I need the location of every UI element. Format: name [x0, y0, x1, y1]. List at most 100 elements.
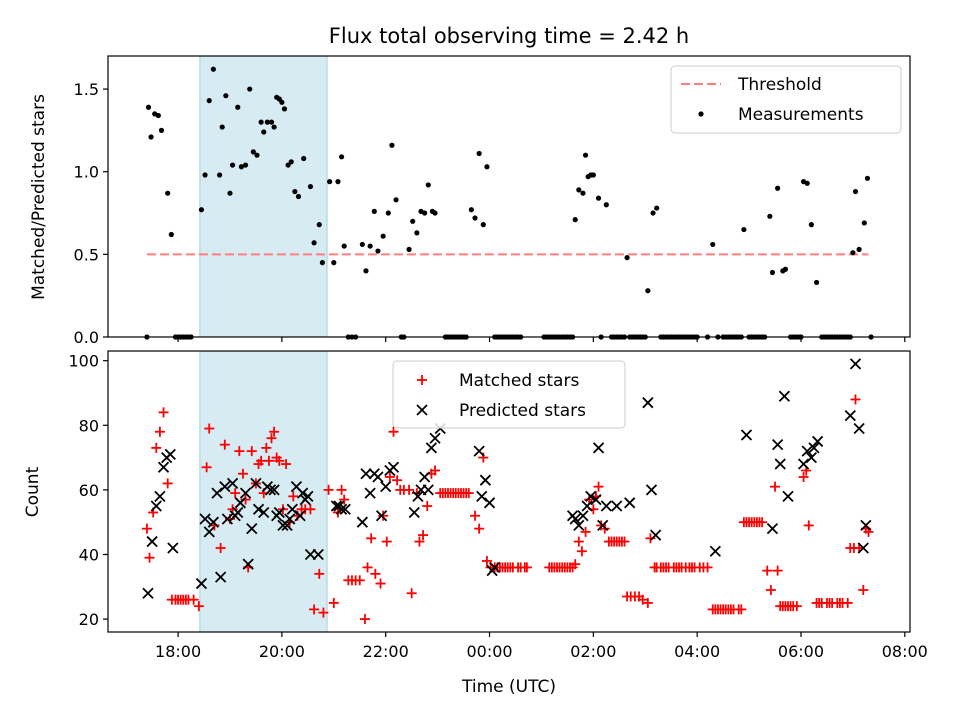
x-stroke-b: [645, 484, 658, 496]
predicted-star-point: [339, 503, 351, 515]
x-stroke-b: [195, 577, 208, 590]
x-stroke-b: [335, 503, 348, 515]
matched-star-point: [141, 523, 152, 534]
predicted-star-point: [258, 506, 270, 519]
x-stroke-b: [364, 487, 376, 499]
bottom-y-tick-label: 20: [79, 610, 99, 629]
measurement-point: [385, 210, 391, 216]
legend-box: [670, 65, 902, 134]
measurement-point: [235, 104, 241, 110]
x-stroke-b: [857, 542, 869, 554]
matched-star-point: [481, 555, 492, 566]
x-stroke-b: [199, 513, 211, 525]
measurement-point: [367, 243, 373, 249]
predicted-star-point: [246, 523, 258, 535]
x-tick-label: 02:00: [570, 642, 616, 661]
measurement-point: [210, 66, 216, 72]
x-stroke-b: [215, 571, 227, 583]
measurement-point: [741, 226, 747, 233]
matched-star-point: [418, 530, 429, 541]
matched-star-point: [305, 504, 316, 515]
matched-star-point: [803, 520, 814, 531]
x-stroke-b: [811, 435, 824, 448]
bottom-y-tick-label: 40: [79, 545, 99, 564]
measurement-point: [227, 190, 233, 196]
matched-star-point: [858, 585, 869, 596]
matched-star-point: [573, 536, 584, 547]
predicted-star-point: [239, 487, 252, 499]
measurement-point: [223, 93, 229, 99]
x-stroke-b: [416, 404, 428, 416]
matched-star-point: [570, 559, 581, 570]
matched-star-point: [158, 407, 169, 418]
top-y-tick-label: 0.5: [74, 245, 99, 264]
x-stroke-b: [600, 500, 612, 512]
measurement-point: [219, 124, 225, 130]
predicted-star-point: [252, 503, 265, 515]
predicted-star-point: [375, 510, 388, 522]
predicted-star-point: [805, 451, 818, 464]
x-stroke-b: [489, 561, 501, 574]
x-stroke-b: [709, 545, 721, 557]
predicted-star-point: [766, 523, 779, 535]
matched-star-point: [765, 585, 776, 596]
measurement-point: [389, 142, 395, 148]
matched-star-point: [336, 484, 347, 495]
measurement-point: [281, 106, 288, 112]
matched-star-point: [274, 455, 285, 466]
predicted-star-point: [232, 506, 244, 519]
x-stroke-b: [234, 497, 247, 509]
predicted-star-point: [489, 561, 501, 574]
bottom-axes-frame: [107, 350, 911, 633]
x-stroke-b: [297, 487, 309, 499]
predicted-star-point: [215, 571, 227, 583]
measurement-point: [155, 112, 161, 119]
x-stroke-b: [782, 490, 794, 502]
x-stroke-b: [219, 481, 231, 493]
legend-predicted-label: Predicted stars: [459, 401, 586, 421]
chart-title: Flux total observing time = 2.42 h: [329, 24, 689, 48]
matched-star-point: [593, 481, 604, 492]
top-observing-span: [199, 56, 328, 337]
measurement-point: [375, 248, 381, 254]
x-stroke-b: [281, 519, 293, 532]
matched-star-point: [370, 568, 381, 579]
predicted-star-point: [207, 516, 220, 528]
x-tick-label: 04:00: [674, 642, 720, 661]
matched-star-point: [151, 442, 162, 453]
predicted-star-point: [164, 448, 176, 460]
matched-star-point: [263, 455, 274, 466]
predicted-star-point: [302, 490, 314, 502]
measurement-point: [769, 269, 776, 276]
matched-star-point: [240, 494, 251, 505]
measurement-point: [371, 208, 377, 214]
predicted-star-point: [150, 500, 162, 512]
predicted-star-point: [412, 490, 424, 502]
matched-star-point: [576, 546, 587, 557]
predicted-star-point: [853, 422, 865, 435]
predicted-star-point: [419, 471, 431, 483]
measurement-point: [288, 159, 294, 165]
x-stroke-b: [387, 461, 400, 473]
matched-star-point: [261, 442, 272, 453]
x-stroke-b: [650, 529, 662, 541]
top-y-tick-label: 0.0: [74, 328, 99, 347]
matched-star-point: [366, 533, 377, 544]
predicted-star-point: [650, 529, 662, 541]
matched-star-point: [384, 471, 395, 482]
x-stroke-b: [425, 442, 438, 454]
predicted-star-point: [142, 587, 154, 599]
predicted-star-point: [330, 500, 343, 512]
measurement-point: [165, 190, 171, 196]
predicted-star-point: [801, 445, 813, 457]
matched-star-point: [772, 565, 783, 576]
x-stroke-b: [473, 445, 485, 457]
predicted-star-point: [387, 461, 400, 473]
predicted-star-point: [264, 484, 277, 496]
bottom-y-tick-label: 60: [79, 481, 99, 500]
predicted-star-point: [483, 497, 496, 509]
x-stroke-b: [146, 535, 158, 548]
top-legend: Threshold Measurements: [670, 65, 902, 134]
measurement-point: [229, 162, 236, 168]
measurement-point: [247, 86, 253, 92]
